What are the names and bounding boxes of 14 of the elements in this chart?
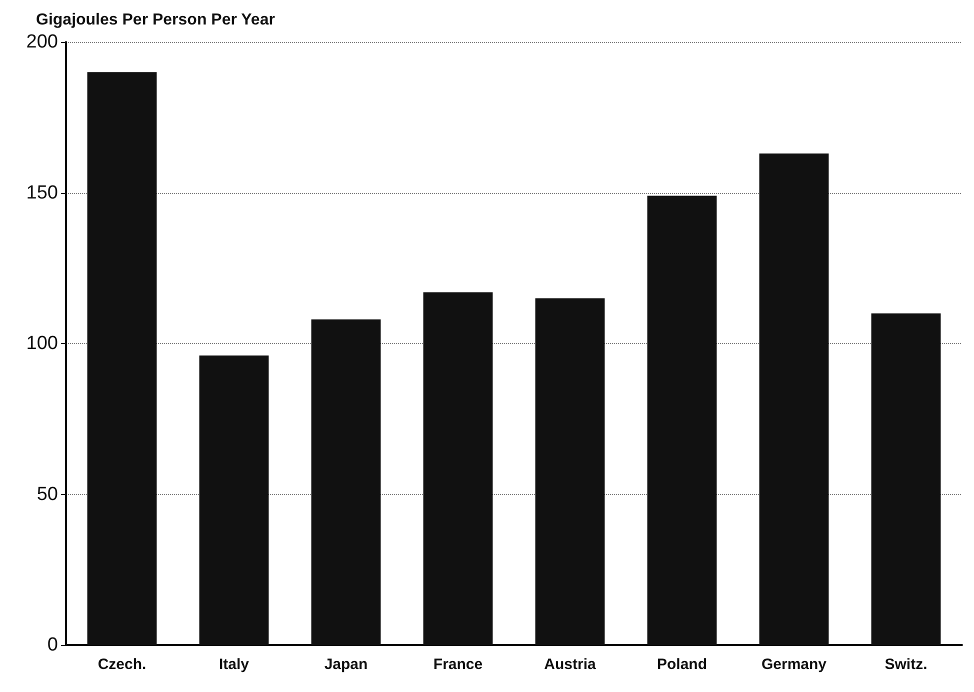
y-axis-title: Gigajoules Per Person Per Year: [36, 12, 275, 28]
x-tick-label: Germany: [761, 656, 828, 673]
x-tick-label: Austria: [544, 656, 596, 673]
x-tick-label: Italy: [218, 656, 250, 673]
y-tick-label: 150: [26, 182, 58, 204]
x-tick-label: Poland: [656, 656, 708, 673]
y-tick-label: 100: [26, 333, 58, 354]
x-tick-label: Japan: [324, 656, 368, 673]
y-tick-label: 50: [36, 484, 58, 505]
x-tick-label: Switz.: [884, 656, 928, 673]
x-tick-label: Czech.: [98, 656, 146, 673]
y-tick-label: 0: [47, 634, 58, 656]
y-tick-label: 200: [26, 32, 58, 52]
x-tick-label: France: [433, 656, 483, 673]
